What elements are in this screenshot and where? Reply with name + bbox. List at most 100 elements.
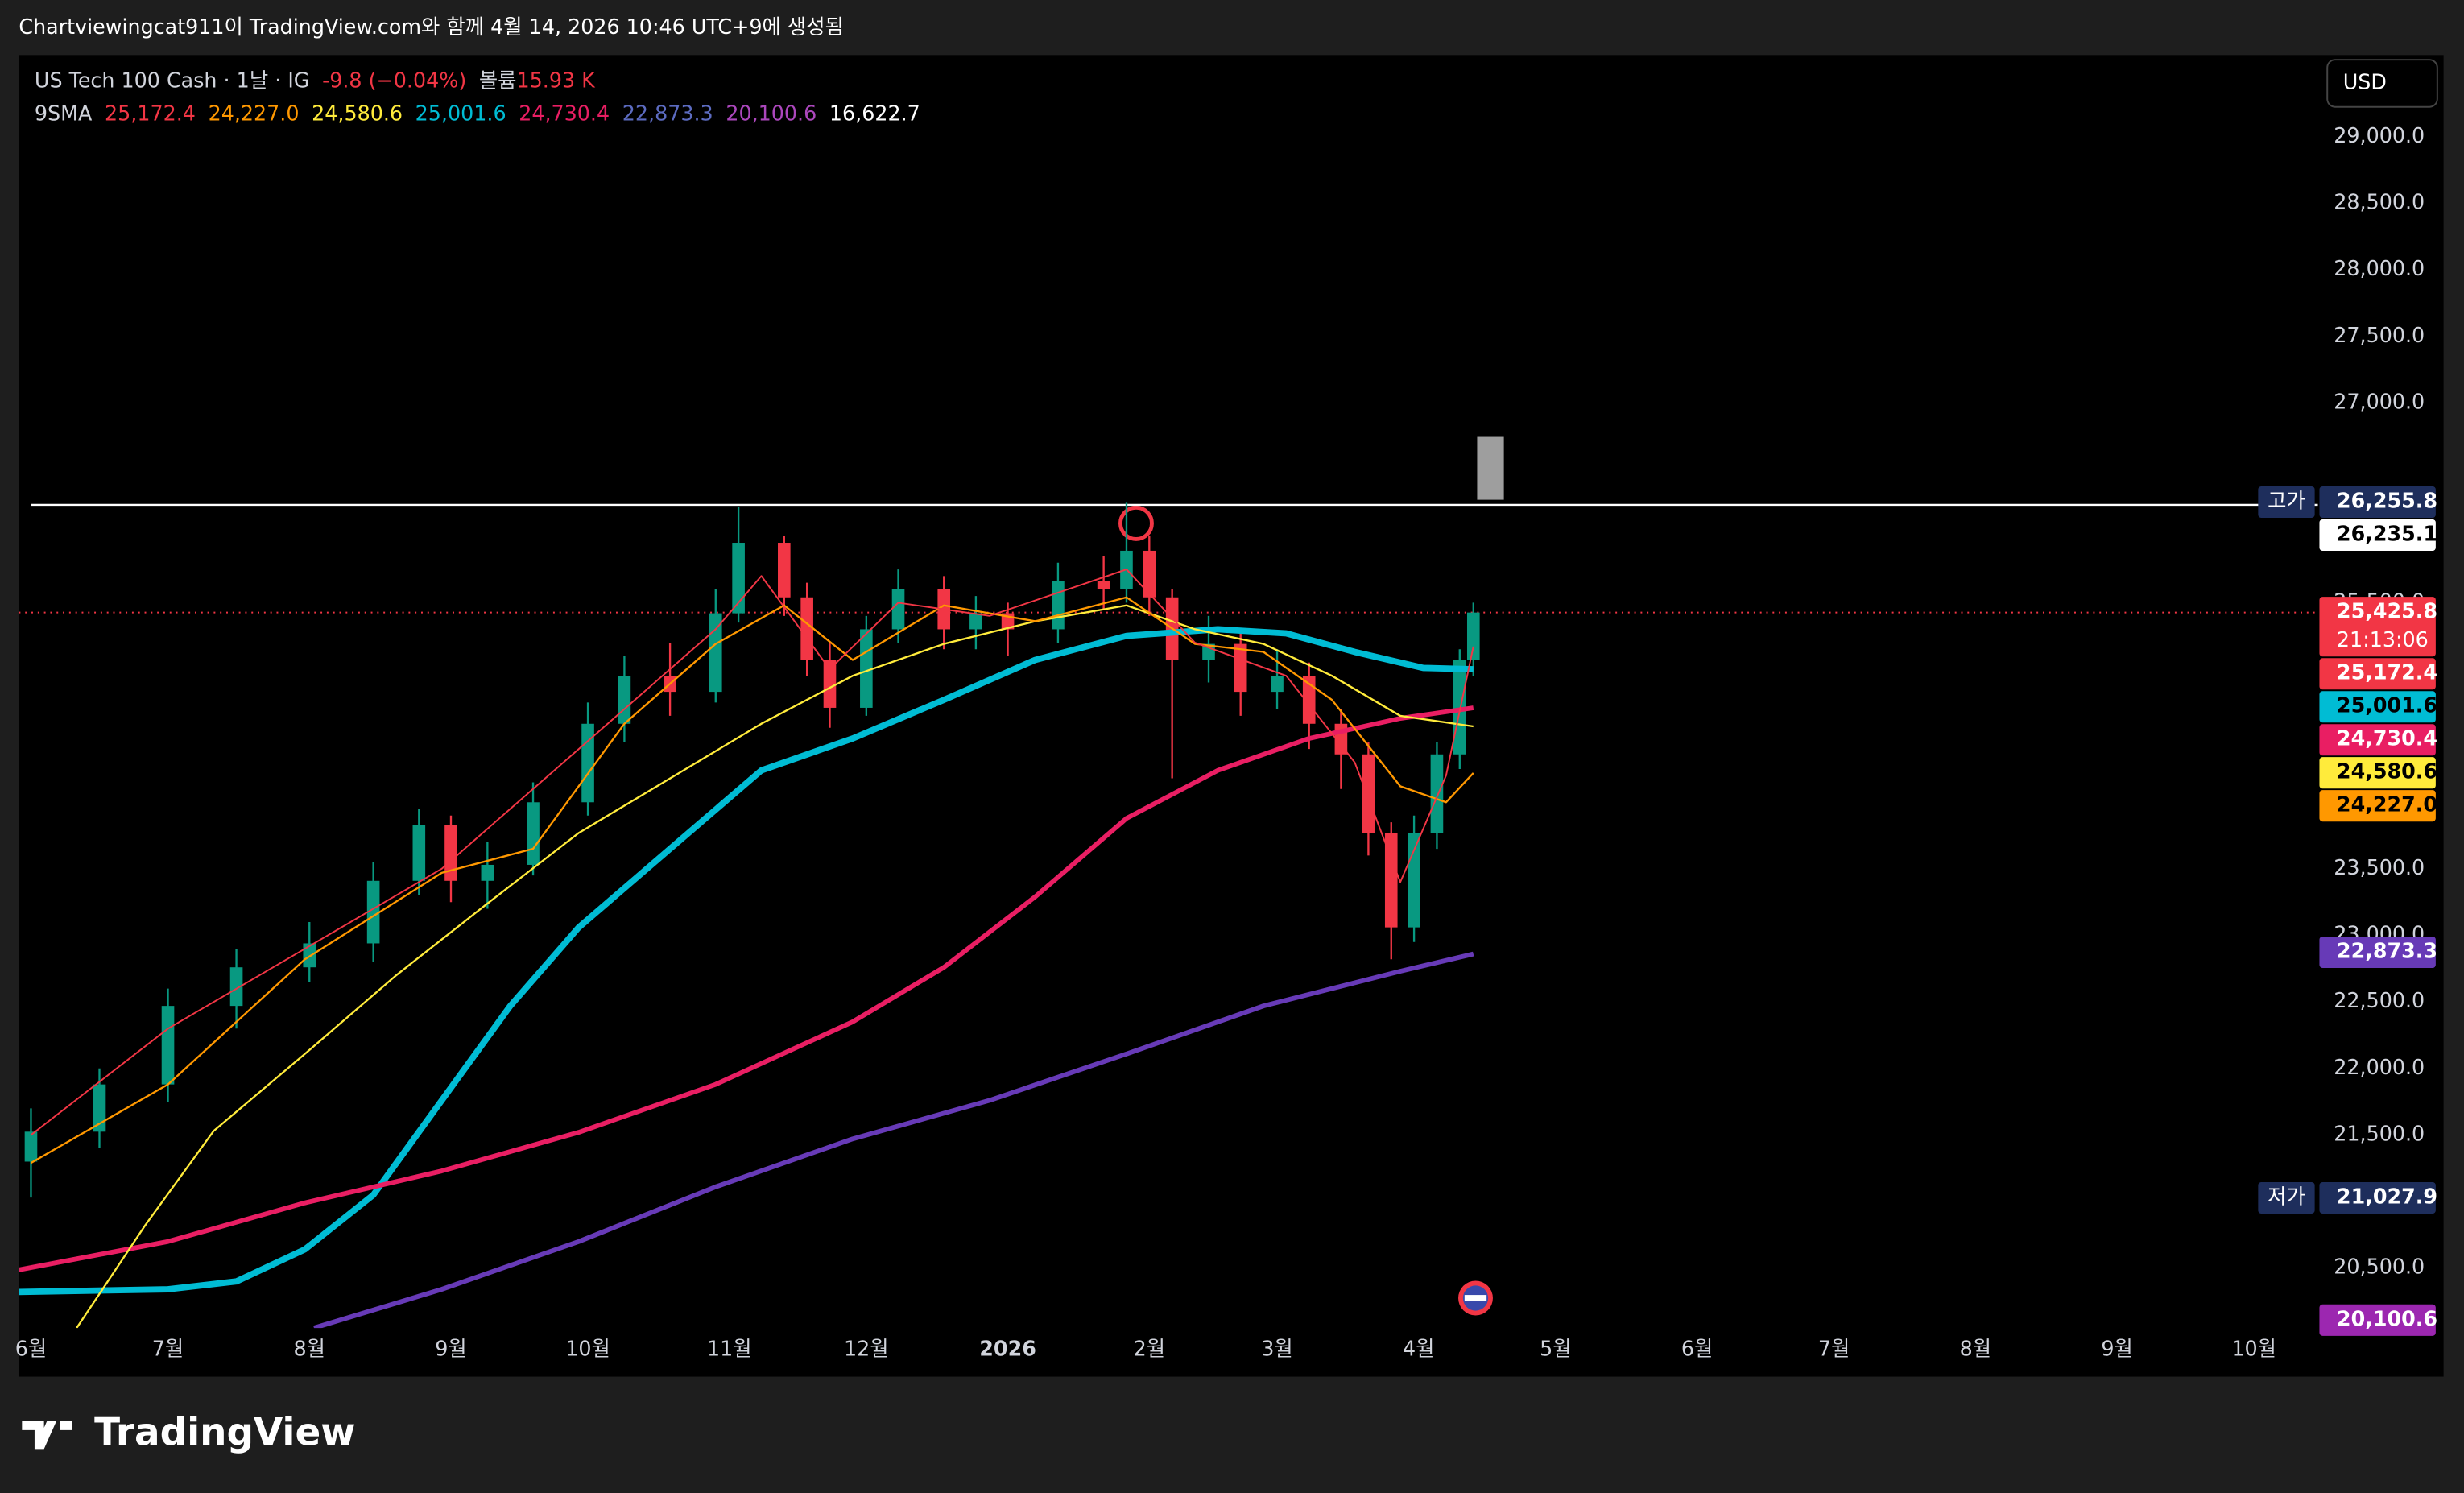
y-tick-label: 22,500.0 [2334,988,2425,1012]
x-tick-label: 12월 [844,1336,889,1360]
y-tick-label: 29,000.0 [2334,123,2425,147]
annotation-circle [1118,505,1154,541]
price-label-box [2319,691,2436,723]
candle-body [93,1084,106,1132]
indicator-value: 20,100.6 [726,101,817,125]
price-label-box [2319,757,2436,789]
candle-body [1271,676,1284,693]
currency-button[interactable] [2326,59,2438,108]
x-tick-label: 8월 [1960,1336,1991,1360]
y-tick-label: 28,500.0 [2334,190,2425,214]
moving-average [30,596,1474,1164]
moving-average [19,626,1474,1296]
price-tag-box [2258,1181,2315,1214]
indicator-value: 16,622.7 [829,101,920,125]
x-tick-label: 10월 [2231,1336,2276,1360]
price-label-box [2319,486,2436,518]
event-icon [1458,1280,1493,1316]
price-label-box [2319,724,2436,756]
price-label: 25,425.8 [2337,599,2437,623]
marker [1477,436,1504,500]
price-label-box [2319,1304,2436,1336]
candle-body [1362,754,1375,833]
x-tick-label: 11월 [707,1336,752,1360]
y-tick-label: 28,000.0 [2334,256,2425,280]
x-tick-label: 7월 [1818,1336,1850,1360]
price-label: 22,873.3 [2337,938,2437,962]
price-tag: 고가 [2268,488,2305,512]
candle-body [1453,660,1466,755]
candle-body [1430,754,1444,833]
x-tick-label: 6월 [15,1336,47,1360]
chart-area [19,55,2444,1377]
price-label-box [2319,790,2436,822]
x-tick-label: 2026 [979,1336,1036,1360]
x-tick-label: 5월 [1540,1336,1571,1360]
candle-body [891,589,905,630]
volume: 15.93 K [517,68,597,93]
candle-body [823,660,837,708]
candle-body [581,723,594,803]
caption: Chartviewingcat911이 TradingView.com와 함께 … [19,14,843,39]
price-label-box [2319,936,2436,968]
x-tick-label: 2월 [1134,1336,1165,1360]
change: -9.8 (−0.04%) [322,68,466,93]
indicator-line: 9SMA 25,172.4 24,227.0 24,580.6 25,001.6 24,7… [35,101,920,125]
indicator-value: 22,873.3 [622,101,713,125]
price-label-box [2319,1181,2436,1214]
indicator-name: 9SMA [35,101,93,125]
volume-label: 볼륨 [479,68,517,93]
candle-body [1384,833,1398,928]
price-label-box [2319,597,2436,657]
y-tick-label: 22,000.0 [2334,1055,2425,1079]
moving-average [19,705,1474,1272]
candle-body [618,676,631,724]
candle-body [778,543,791,598]
indicator-value: 24,580.6 [312,101,403,125]
candle-body [412,825,426,881]
candle-body [969,613,982,630]
y-tick-label: 27,000.0 [2334,389,2425,413]
price-tag-box [2258,486,2315,518]
brand: TradingView [94,1411,355,1454]
indicator-value: 24,227.0 [209,101,300,125]
candle-body [1052,581,1065,630]
candle-body [800,597,813,660]
candle-body [1202,643,1215,660]
x-tick-label: 7월 [152,1336,184,1360]
candle-body [366,880,380,944]
candle-body [1097,581,1110,589]
logo [22,1421,72,1450]
price-tag: 저가 [2268,1184,2305,1208]
price-label: 26,235.1 [2337,521,2437,545]
price-label: 21,027.9 [2337,1184,2437,1208]
price-label: 25,001.6 [2337,693,2437,718]
indicator-value: 24,730.4 [519,101,610,125]
price-label: 20,100.6 [2337,1306,2437,1330]
candle-body [161,1006,175,1085]
y-tick-label: 23,500.0 [2334,855,2425,879]
candle-body [1302,676,1316,724]
price-label-box [2319,658,2436,690]
x-tick-label: 9월 [2101,1336,2132,1360]
x-tick-label: 10월 [565,1336,610,1360]
y-tick-label: 27,500.0 [2334,323,2425,347]
candle-body [444,825,457,881]
x-tick-label: 3월 [1261,1336,1292,1360]
candle-body [24,1131,38,1162]
indicator-value: 25,001.6 [415,101,506,125]
price-label-box [2319,519,2436,551]
indicator-value: 25,172.4 [105,101,196,125]
moving-average [30,569,1474,1136]
price-label: 26,255.8 [2337,488,2437,512]
candle-body [732,543,745,614]
moving-average [76,604,1474,1329]
countdown: 21:13:06 [2337,627,2429,651]
price-label: 25,172.4 [2337,660,2437,684]
price-label: 24,730.4 [2337,726,2437,751]
candle-body [229,967,243,1007]
currency[interactable]: USD [2343,69,2387,93]
plot [19,502,2318,1329]
